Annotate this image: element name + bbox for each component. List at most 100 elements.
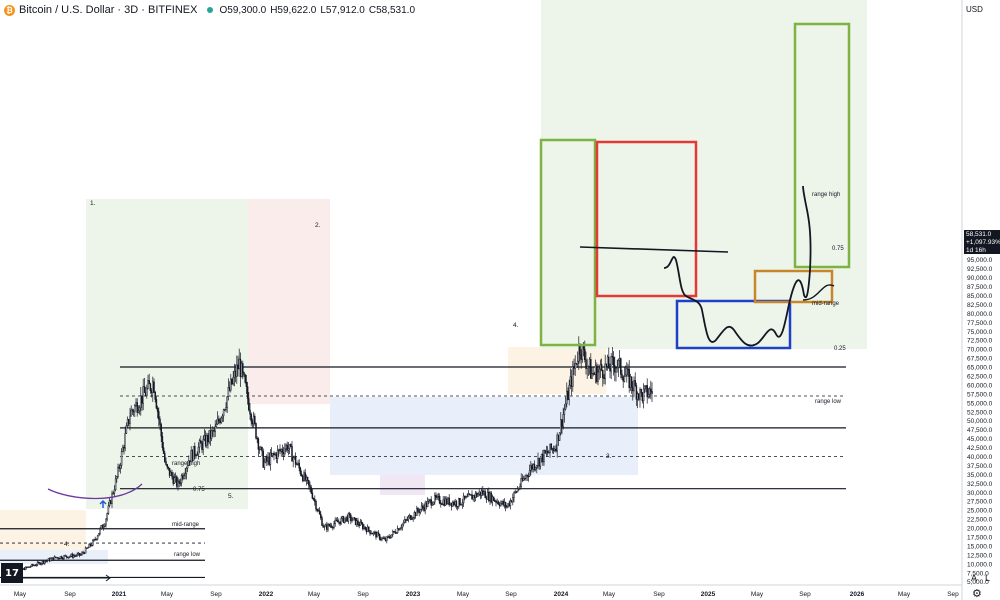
candle-body xyxy=(622,377,624,382)
auto-scale-button[interactable]: A xyxy=(971,573,978,583)
candle-body xyxy=(414,512,417,516)
candle-body xyxy=(486,491,489,500)
candle-body xyxy=(47,558,50,561)
candle-body xyxy=(348,513,351,516)
candle-body xyxy=(201,443,203,450)
candle-body xyxy=(159,418,161,425)
candle-body xyxy=(417,508,419,512)
candle-body xyxy=(155,399,158,409)
x-tick-label: Sep xyxy=(210,591,222,598)
candle-body xyxy=(522,478,525,481)
candle-body xyxy=(563,408,566,415)
candle-body xyxy=(352,517,354,521)
candle-body xyxy=(408,515,411,518)
candle-body xyxy=(191,450,194,461)
candle-body xyxy=(96,535,99,540)
candle-body xyxy=(621,373,623,378)
candle-body xyxy=(568,384,570,400)
candle-body xyxy=(478,491,480,495)
candle-body xyxy=(194,446,196,456)
candle-body xyxy=(233,370,236,378)
tradingview-logo-icon[interactable]: 17 xyxy=(1,563,23,583)
candle-body xyxy=(484,491,486,499)
ohlc-close: C58,531.0 xyxy=(368,4,416,16)
arrow-up-icon xyxy=(99,499,107,508)
candle-body xyxy=(287,448,290,451)
symbol-header[interactable]: ₿ Bitcoin / U.S. Dollar · 3D · BITFINEX … xyxy=(4,2,419,18)
candle-body xyxy=(644,386,646,390)
candle-body xyxy=(125,425,128,434)
candle-body xyxy=(149,383,152,391)
y-tick-label: 82,500.0 xyxy=(967,302,993,309)
gear-icon[interactable]: ⚙ xyxy=(972,588,982,600)
ohlc-low: L57,912.0 xyxy=(320,4,365,16)
candle-body xyxy=(443,499,446,506)
zone-2021-bull xyxy=(86,199,248,509)
y-tick-label: 5,000.0 xyxy=(967,579,989,586)
candle-body xyxy=(246,386,249,399)
candle-body xyxy=(489,492,491,501)
candle-body xyxy=(452,501,454,507)
candle-body xyxy=(646,385,648,398)
y-tick-label: 90,000.0 xyxy=(967,275,993,282)
candle-body xyxy=(474,492,477,499)
candle-body xyxy=(442,499,444,505)
candle-body xyxy=(256,437,258,440)
candle-body xyxy=(542,453,544,463)
candle-body xyxy=(88,543,90,548)
candle-body xyxy=(386,536,388,542)
candle-body xyxy=(207,434,209,443)
candle-body xyxy=(136,402,138,413)
candle-body xyxy=(124,433,126,449)
candle-body xyxy=(306,476,309,481)
candle-body xyxy=(423,507,425,511)
candle-body xyxy=(405,519,407,521)
candle-body xyxy=(297,462,299,465)
candle-body xyxy=(584,348,586,361)
candle-body xyxy=(334,519,336,525)
candle-body xyxy=(404,519,406,523)
candle-body xyxy=(94,538,96,541)
x-tick-label: Sep xyxy=(64,591,76,598)
candle-body xyxy=(323,526,326,528)
candle-body xyxy=(243,372,245,376)
x-tick-label: May xyxy=(898,591,911,598)
candle-body xyxy=(120,451,123,466)
candle-body xyxy=(166,464,168,468)
candle-body xyxy=(102,526,105,528)
y-tick-label: 22,500.0 xyxy=(967,517,993,524)
log-scale-button[interactable]: L xyxy=(985,573,991,583)
candle-body xyxy=(310,487,312,494)
candle-body xyxy=(126,418,129,426)
candle-body xyxy=(639,389,641,400)
candle-body xyxy=(545,451,548,454)
candle-body xyxy=(317,510,320,512)
candle-body xyxy=(497,501,500,505)
candle-body xyxy=(372,531,375,534)
candle-body xyxy=(539,457,542,467)
candle-body xyxy=(640,389,642,393)
candle-body xyxy=(440,502,442,505)
candle-body xyxy=(179,482,182,484)
candle-body xyxy=(627,368,629,370)
symbol-title[interactable]: Bitcoin / U.S. Dollar · 3D · BITFINEX xyxy=(19,4,198,16)
candle-body xyxy=(636,393,639,400)
x-tick-label: 2025 xyxy=(701,591,716,598)
candle-body xyxy=(329,525,332,527)
candle-body xyxy=(626,368,628,376)
candle-body xyxy=(34,564,36,567)
candle-body xyxy=(276,450,279,459)
candle-body xyxy=(368,526,370,531)
candle-body xyxy=(239,358,242,378)
candle-body xyxy=(399,528,401,531)
currency-button[interactable]: USD xyxy=(966,5,983,14)
candle-body xyxy=(507,503,509,507)
candle-body xyxy=(538,458,540,467)
candle-body xyxy=(623,376,626,382)
candle-body xyxy=(396,528,399,534)
candle-body xyxy=(226,396,228,408)
candle-body xyxy=(610,356,612,372)
bar-countdown: 1d 16h xyxy=(966,247,986,254)
candle-body xyxy=(26,566,28,569)
